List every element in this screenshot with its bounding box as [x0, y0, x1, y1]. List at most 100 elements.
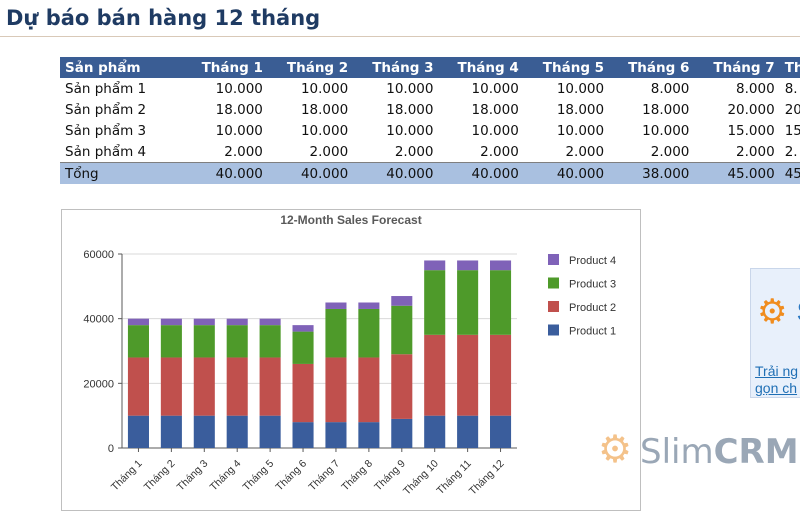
table-cell: 10.000 — [300, 80, 349, 97]
bar-segment — [424, 270, 446, 335]
table-cell: 2. — [784, 143, 798, 160]
table-cell: 2.000 — [736, 143, 775, 160]
bar-segment — [358, 302, 380, 309]
table-cell: 10.000 — [386, 80, 434, 97]
table-cell: 18.000 — [642, 101, 690, 118]
table-cell: 20.000 — [727, 101, 775, 118]
gear-icon: ⚙ — [598, 429, 633, 471]
x-tick-label: Tháng 4 — [208, 458, 244, 494]
table-cell: 10.000 — [471, 122, 519, 139]
bar-segment — [160, 318, 182, 326]
table-cell: 8. — [784, 80, 798, 97]
watermark-text: SlimCRM — [640, 432, 799, 472]
table-header-row: Sản phẩm Tháng 1 Tháng 2 Tháng 3 Tháng 4… — [60, 57, 800, 78]
bar-segment — [391, 305, 413, 355]
bar-segment — [490, 260, 512, 271]
y-tick-label: 0 — [108, 443, 114, 455]
table-total-cell: 40.000 — [523, 162, 610, 184]
bar-segment — [325, 308, 347, 358]
bar-segment — [127, 318, 149, 326]
x-tick-label: Tháng 12 — [467, 458, 507, 498]
table-header-cell: Tháng 2 — [267, 57, 354, 78]
legend-label: Product 3 — [569, 279, 616, 291]
bar-segment — [193, 415, 215, 448]
x-tick-label: Tháng 7 — [306, 458, 342, 494]
bar-segment — [292, 422, 314, 448]
watermark-slim: Slim — [640, 432, 714, 472]
table-row: Sản phẩm 4 2.000 2.000 2.000 2.000 2.000… — [60, 141, 800, 163]
table-header-cell: Sản phẩm — [60, 57, 183, 78]
bar-segment — [193, 357, 215, 416]
table-row: Sản phẩm 2 18.000 18.000 18.000 18.000 1… — [60, 99, 800, 120]
bar-segment — [292, 331, 314, 364]
table-header-cell: Tháng 6 — [609, 57, 695, 78]
bar-segment — [160, 325, 182, 358]
table-cell: Sản phẩm 1 — [65, 80, 147, 97]
table-cell: 2.000 — [224, 143, 263, 160]
bar-segment — [226, 357, 248, 416]
x-tick-label: Tháng 3 — [175, 458, 211, 494]
table-cell: Sản phẩm 4 — [65, 143, 147, 160]
promo-link-2[interactable]: gọn ch — [755, 380, 798, 396]
table-header-cell: Tháng 7 — [694, 57, 780, 78]
table-cell: 2.000 — [480, 143, 519, 160]
table-header-cell: Tháng 1 — [182, 57, 268, 78]
table-cell: 10.000 — [642, 122, 690, 139]
table-cell: 8.000 — [650, 80, 690, 97]
bar-segment — [160, 415, 182, 448]
table-total-cell: 45.000 — [694, 162, 780, 184]
bar-segment — [457, 270, 479, 335]
legend-label: Product 4 — [569, 255, 616, 267]
table-cell: 18.000 — [215, 101, 263, 118]
promo-panel[interactable]: ⚙ S Trải ng gọn ch — [750, 268, 800, 398]
legend-label: Product 1 — [569, 326, 616, 338]
bar-segment — [325, 302, 347, 309]
table-cell: 18.000 — [386, 101, 434, 118]
table-total-cell: 40.000 — [182, 162, 268, 184]
table-cell: 10.000 — [215, 122, 263, 139]
bar-segment — [226, 415, 248, 448]
table-cell: 2.000 — [309, 143, 349, 160]
bar-segment — [292, 325, 314, 332]
forecast-table-container: Sản phẩm Tháng 1 Tháng 2 Tháng 3 Tháng 4… — [60, 57, 800, 185]
table-cell: 10.000 — [215, 80, 263, 97]
bar-segment — [490, 334, 512, 416]
bar-segment — [226, 325, 248, 358]
promo-link-1[interactable]: Trải ng — [755, 363, 799, 379]
table-cell: 15.000 — [727, 122, 775, 139]
table-total-cell: Tổng — [60, 162, 183, 184]
table-cell: Sản phẩm 3 — [65, 122, 147, 139]
table-cell: 8.000 — [736, 80, 775, 97]
bar-segment — [226, 318, 248, 326]
legend-swatch — [548, 324, 559, 336]
table-cell: Sản phẩm 2 — [65, 101, 147, 118]
bar-segment — [259, 415, 281, 448]
stacked-bar-chart: 12-Month Sales Forecast 0 20000 40000 60000 T… — [83, 213, 616, 498]
x-tick-label: Tháng 1 — [109, 458, 145, 494]
table-row: Sản phẩm 3 10.000 10.000 10.000 10.000 1… — [60, 120, 800, 141]
table-cell: 15. — [784, 122, 800, 139]
table-cell: 10.000 — [386, 122, 434, 139]
legend-swatch — [548, 301, 559, 312]
table-cell: 2.000 — [394, 143, 434, 160]
y-tick-label: 20000 — [83, 378, 114, 390]
legend-label: Product 2 — [569, 302, 616, 314]
bar-segment — [490, 270, 512, 335]
x-tick-label: Tháng 5 — [241, 458, 277, 494]
bar-segment — [424, 415, 446, 448]
bar-segment — [325, 422, 347, 448]
table-cell: 10.000 — [556, 80, 605, 97]
table-cell: 10.000 — [556, 122, 605, 139]
bar-segment — [160, 357, 182, 416]
legend-swatch — [548, 254, 559, 265]
bar-segment — [457, 260, 479, 271]
bar-segment — [391, 354, 413, 419]
table-header-cell: Thá — [779, 57, 800, 78]
bar-segment — [457, 334, 479, 416]
bar-segment — [259, 318, 281, 326]
bar-segment — [358, 308, 380, 358]
y-tick-label: 40000 — [83, 314, 114, 326]
bar-segment — [391, 418, 413, 448]
bar-segment — [391, 296, 413, 306]
table-cell: 10.000 — [471, 80, 519, 97]
